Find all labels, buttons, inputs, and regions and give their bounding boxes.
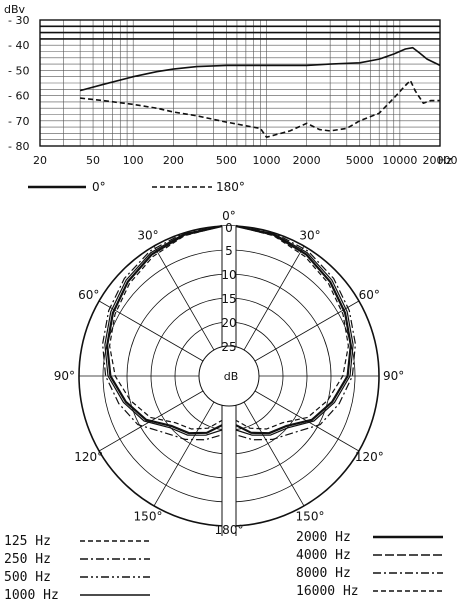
legend-label-0deg: 0°: [92, 180, 106, 194]
polar-spoke: [254, 300, 360, 362]
radius-tick-label: 10: [221, 268, 236, 282]
y-tick-label: - 60: [8, 90, 29, 103]
y-tick-label: - 80: [8, 140, 29, 153]
angle-label: 120°: [74, 450, 103, 464]
polar-curve-dashdot-right: [235, 225, 356, 441]
x-tick-labels: 20 50 100 200 500 1000 2000 5000 10000 20000: [33, 154, 458, 167]
polar-spoke: [153, 245, 215, 351]
polar-curve-solid-thick-right: [235, 224, 352, 435]
polar-series: [101, 224, 356, 441]
x-tick-label: 20000: [423, 154, 458, 167]
polar-spoke: [98, 300, 204, 362]
polar-spoke: [243, 245, 305, 351]
angle-label: 90°: [383, 369, 404, 383]
legend-right-2-label: 8000 Hz: [296, 566, 351, 581]
polar-curve-dashdot-left: [101, 225, 223, 441]
angle-labels: 0° 30° 30° 60° 60° 90° 90° 120° 120° 150° 150° 180°: [54, 209, 405, 537]
angle-label: 60°: [78, 288, 99, 302]
angle-label: 150°: [296, 509, 325, 523]
x-tick-label: 100: [123, 154, 144, 167]
radius-tick-label: 20: [221, 316, 236, 330]
angle-label: 0°: [222, 209, 236, 223]
angle-label: 120°: [355, 450, 384, 464]
legend-left-1-label: 250 Hz: [4, 552, 51, 567]
legend-right-1-label: 4000 Hz: [296, 548, 351, 563]
x-tick-label: 20: [33, 154, 47, 167]
angle-label: 150°: [134, 509, 163, 523]
legend-left-3-label: 1000 Hz: [4, 588, 59, 600]
y-tick-label: - 50: [8, 64, 29, 77]
x-tick-label: 200: [163, 154, 184, 167]
x-tick-label: 1000: [253, 154, 281, 167]
radius-unit: dB: [224, 370, 239, 383]
radius-labels: 0 5 10 15 20 25: [221, 221, 236, 354]
radius-tick-label: 0: [225, 221, 233, 235]
series-line-180deg: [80, 79, 440, 138]
polar-spoke: [153, 401, 215, 507]
polar-spoke: [243, 401, 305, 507]
angle-label: 60°: [359, 288, 380, 302]
radius-tick-label: 15: [221, 292, 236, 306]
x-tick-label: 2000: [293, 154, 321, 167]
frequency-response-chart: dBv - 30 - 40 - 50 - 60 - 70 - 80 20 50 100 200 5…: [4, 3, 458, 167]
legend-right-0-label: 2000 Hz: [296, 530, 351, 545]
y-tick-label: - 30: [8, 14, 29, 27]
angle-label: 30°: [299, 229, 320, 243]
series-lines: [79, 46, 441, 138]
polar-curve-solid-thin-right: [235, 225, 354, 436]
polar-curve-solid-thin-left: [104, 225, 223, 436]
x-tick-label: 5000: [346, 154, 374, 167]
legend-label-180deg: 180°: [216, 180, 245, 194]
angle-label: 90°: [54, 369, 75, 383]
y-axis-label: dBv: [4, 3, 26, 16]
x-tick-label: 10000: [382, 154, 417, 167]
y-tick-labels: - 30 - 40 - 50 - 60 - 70 - 80: [8, 14, 29, 153]
x-tick-label: 50: [86, 154, 100, 167]
fr-legend: 0° 180°: [28, 180, 245, 194]
series-line-0deg: [79, 46, 441, 92]
y-tick-label: - 70: [8, 115, 29, 128]
polar-legend: 125 Hz 250 Hz 500 Hz 1000 Hz 2000 Hz 4000 Hz 8…: [4, 530, 443, 600]
legend-left-2-label: 500 Hz: [4, 570, 51, 585]
angle-label: 30°: [137, 229, 158, 243]
legend-right-3-label: 16000 Hz: [296, 584, 359, 599]
radius-tick-label: 5: [225, 244, 233, 258]
x-tick-label: 500: [216, 154, 237, 167]
polar-curve-solid-thick-left: [106, 224, 223, 435]
polar-curve-dashed-right: [235, 225, 349, 430]
polar-curve-dashed-left: [108, 225, 223, 430]
polar-chart: 0 5 10 15 20 25 dB 0° 30° 30° 60° 60° 90° 90° 120° 12…: [54, 209, 405, 537]
legend-left-0-label: 125 Hz: [4, 534, 51, 549]
center-hub: [198, 345, 260, 407]
plot-frame: [39, 19, 441, 147]
x-axis-unit: Hz: [438, 154, 452, 167]
y-tick-label: - 40: [8, 39, 29, 52]
radius-tick-label: 25: [221, 340, 236, 354]
reference-lines: [40, 25, 440, 40]
angle-label: 180°: [215, 523, 244, 537]
